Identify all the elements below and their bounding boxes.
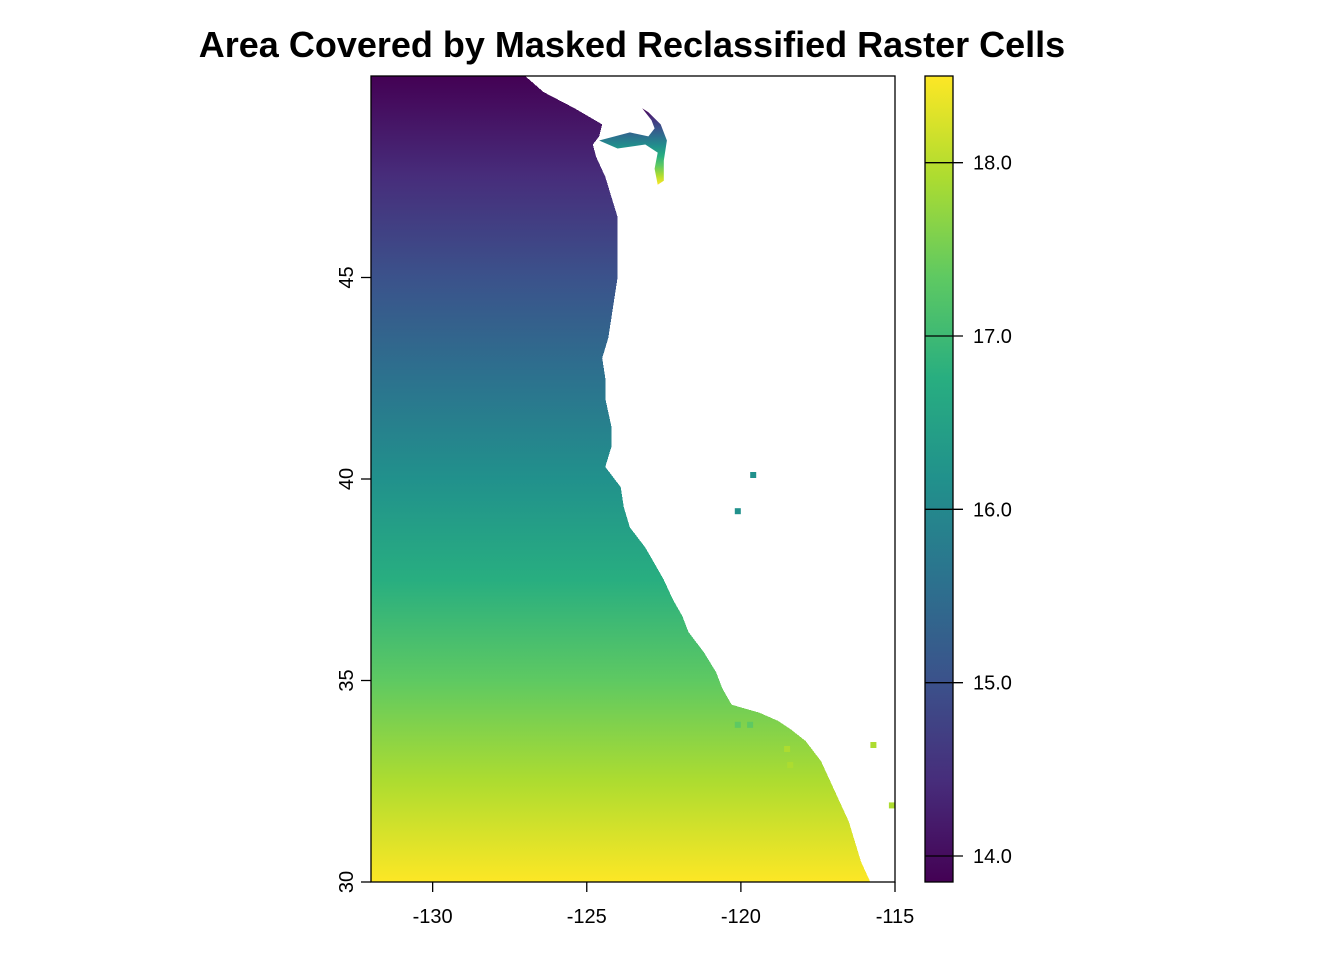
- raster-cell: [747, 721, 754, 728]
- raster-cell: [870, 742, 877, 748]
- colorbar-tick-label: 16.0: [973, 499, 1012, 521]
- x-tick-label: -115: [876, 906, 915, 928]
- y-axis: 30 35 40 45: [336, 266, 371, 893]
- x-tick-label: -125: [567, 906, 607, 928]
- colorbar-tick-label: 18.0: [973, 153, 1012, 175]
- y-tick-label: 45: [336, 266, 358, 288]
- y-tick-label: 40: [336, 468, 358, 490]
- inlet-raster-area: [599, 108, 667, 185]
- raster-cell: [734, 721, 741, 728]
- y-tick-label: 30: [336, 871, 358, 893]
- raster-cell: [734, 508, 741, 515]
- raster-cell: [787, 762, 794, 769]
- chart-title: Area Covered by Masked Reclassified Rast…: [198, 24, 1066, 65]
- x-tick-label: -130: [413, 906, 453, 928]
- ocean-raster-area: [371, 76, 871, 882]
- colorbar-legend: 14.0 15.0 16.0 17.0 18.0: [924, 75, 1012, 883]
- x-axis: -130 -125 -120 -115: [413, 882, 915, 928]
- raster-cell: [784, 746, 791, 752]
- x-tick-label: -120: [721, 906, 761, 928]
- colorbar-tick-label: 15.0: [973, 673, 1012, 695]
- raster-cell: [888, 802, 895, 809]
- raster-layer: [371, 76, 895, 882]
- colorbar-tick-label: 14.0: [973, 846, 1012, 868]
- colorbar: [924, 75, 954, 883]
- raster-cell: [750, 472, 757, 478]
- colorbar-tick-label: 17.0: [973, 326, 1012, 348]
- y-tick-label: 35: [336, 669, 358, 691]
